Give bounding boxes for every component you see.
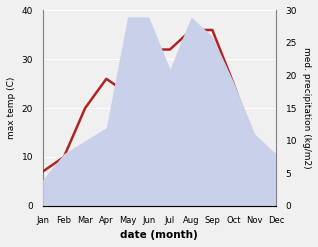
Y-axis label: med. precipitation (kg/m2): med. precipitation (kg/m2) <box>302 47 311 169</box>
X-axis label: date (month): date (month) <box>121 230 198 240</box>
Y-axis label: max temp (C): max temp (C) <box>7 77 16 139</box>
